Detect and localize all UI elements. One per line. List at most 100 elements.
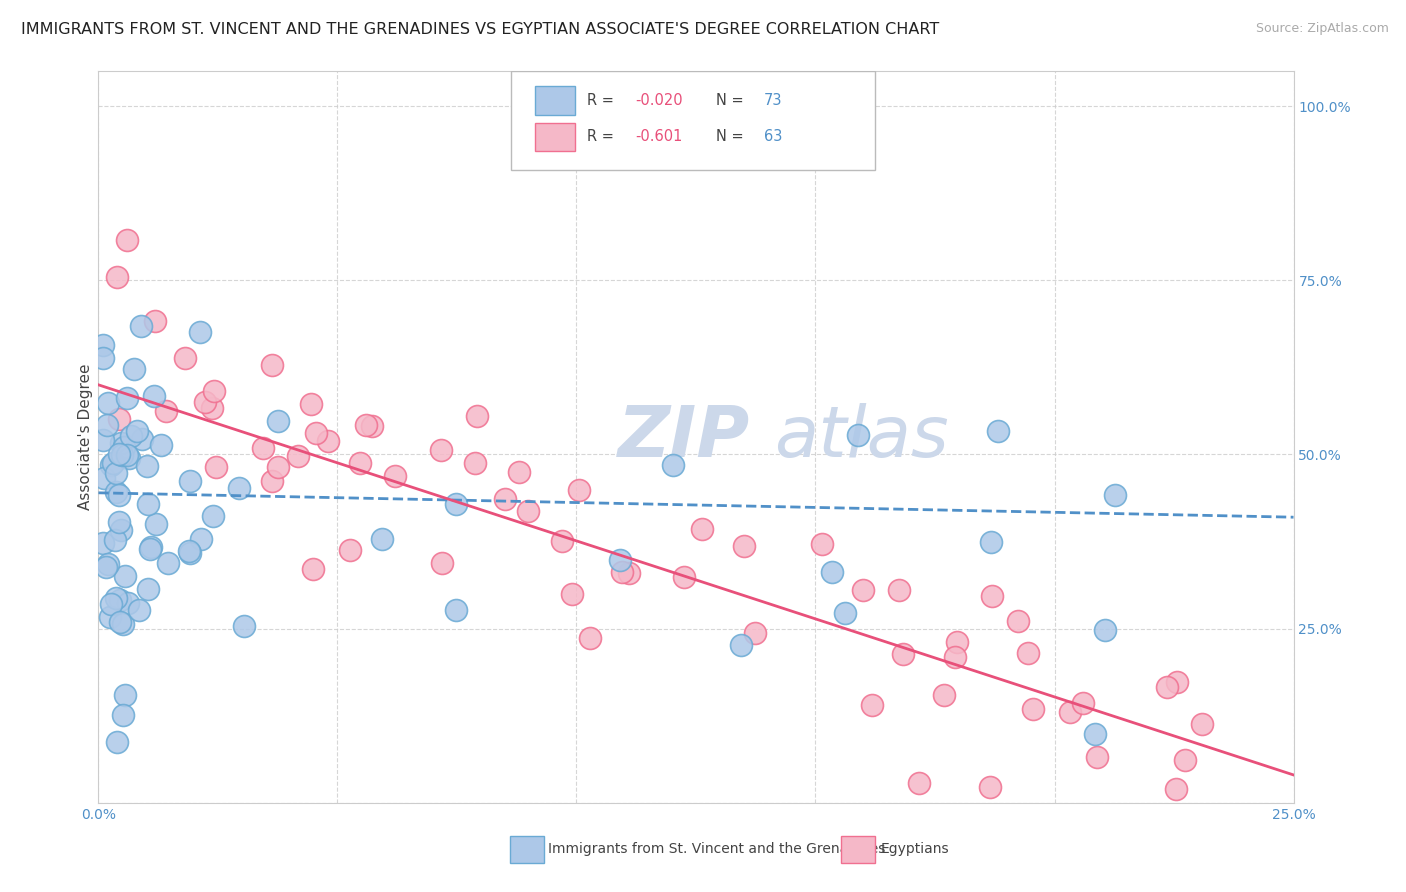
- Point: [177, 543, 200, 558]
- Point: [110, 523, 132, 537]
- Text: R =: R =: [588, 129, 619, 145]
- Point: [1085, 750, 1108, 764]
- Point: [744, 625, 766, 640]
- Point: [104, 485, 127, 500]
- Point: [136, 497, 159, 511]
- Point: [356, 418, 378, 433]
- Point: [100, 610, 122, 624]
- Point: [115, 233, 138, 247]
- Point: [108, 447, 131, 461]
- Point: [141, 540, 163, 554]
- Point: [108, 412, 131, 426]
- Point: [155, 404, 177, 418]
- Point: [108, 515, 131, 529]
- Text: Immigrants from St. Vincent and the Grenadines: Immigrants from St. Vincent and the Gren…: [548, 842, 886, 856]
- Point: [91, 536, 114, 550]
- Text: 73: 73: [763, 93, 783, 108]
- Point: [371, 532, 394, 546]
- Point: [105, 735, 128, 749]
- Point: [101, 456, 124, 470]
- Point: [115, 448, 138, 462]
- Text: Egyptians: Egyptians: [880, 842, 949, 856]
- Point: [561, 587, 583, 601]
- Point: [252, 441, 274, 455]
- Y-axis label: Associate's Degree: Associate's Degree: [77, 364, 93, 510]
- Point: [143, 389, 166, 403]
- FancyBboxPatch shape: [510, 71, 875, 170]
- Point: [262, 475, 284, 489]
- Point: [202, 384, 225, 398]
- Point: [932, 688, 955, 702]
- Point: [733, 539, 755, 553]
- Text: N =: N =: [716, 93, 748, 108]
- Point: [93, 471, 115, 485]
- Point: [91, 433, 114, 447]
- Point: [945, 634, 967, 648]
- Point: [194, 395, 217, 409]
- Point: [551, 534, 574, 549]
- Point: [299, 397, 322, 411]
- Point: [205, 460, 228, 475]
- Point: [821, 566, 844, 580]
- Point: [617, 566, 640, 580]
- Point: [131, 432, 153, 446]
- Point: [508, 465, 530, 479]
- Point: [834, 606, 856, 620]
- Point: [114, 569, 136, 583]
- Text: N =: N =: [716, 129, 748, 145]
- Point: [1166, 781, 1188, 796]
- Point: [361, 419, 384, 434]
- Point: [1174, 754, 1197, 768]
- Point: [105, 269, 128, 284]
- Point: [105, 591, 128, 605]
- Point: [122, 362, 145, 376]
- Point: [1071, 696, 1094, 710]
- Point: [981, 589, 1004, 603]
- Point: [848, 428, 870, 442]
- Text: 63: 63: [763, 129, 783, 145]
- Point: [105, 466, 128, 480]
- Point: [233, 618, 256, 632]
- Point: [690, 522, 713, 536]
- Point: [91, 338, 114, 352]
- Point: [202, 509, 225, 524]
- Point: [108, 615, 131, 629]
- Point: [96, 417, 118, 432]
- Point: [145, 517, 167, 532]
- Text: IMMIGRANTS FROM ST. VINCENT AND THE GRENADINES VS EGYPTIAN ASSOCIATE'S DEGREE CO: IMMIGRANTS FROM ST. VINCENT AND THE GREN…: [21, 22, 939, 37]
- Text: -0.020: -0.020: [636, 93, 683, 108]
- Point: [104, 533, 127, 547]
- Point: [852, 583, 875, 598]
- Point: [1007, 615, 1029, 629]
- Point: [129, 319, 152, 334]
- Point: [494, 492, 516, 507]
- Point: [125, 424, 148, 438]
- Point: [156, 556, 179, 570]
- Text: Source: ZipAtlas.com: Source: ZipAtlas.com: [1256, 22, 1389, 36]
- Point: [111, 448, 134, 462]
- Point: [128, 603, 150, 617]
- Point: [112, 708, 135, 723]
- Point: [201, 401, 224, 415]
- Point: [979, 780, 1001, 794]
- Point: [97, 395, 120, 409]
- Point: [287, 449, 309, 463]
- Point: [136, 582, 159, 596]
- Point: [579, 631, 602, 645]
- Point: [136, 458, 159, 473]
- Point: [149, 437, 172, 451]
- Point: [1084, 727, 1107, 741]
- Point: [1017, 646, 1039, 660]
- Point: [267, 414, 290, 428]
- Point: [190, 532, 212, 546]
- Text: -0.601: -0.601: [636, 129, 682, 145]
- Point: [887, 583, 910, 598]
- Point: [114, 688, 136, 702]
- Text: atlas: atlas: [773, 402, 948, 472]
- Point: [1059, 706, 1081, 720]
- Point: [107, 488, 129, 502]
- FancyBboxPatch shape: [534, 86, 575, 114]
- Point: [516, 503, 538, 517]
- Point: [179, 474, 201, 488]
- Point: [446, 497, 468, 511]
